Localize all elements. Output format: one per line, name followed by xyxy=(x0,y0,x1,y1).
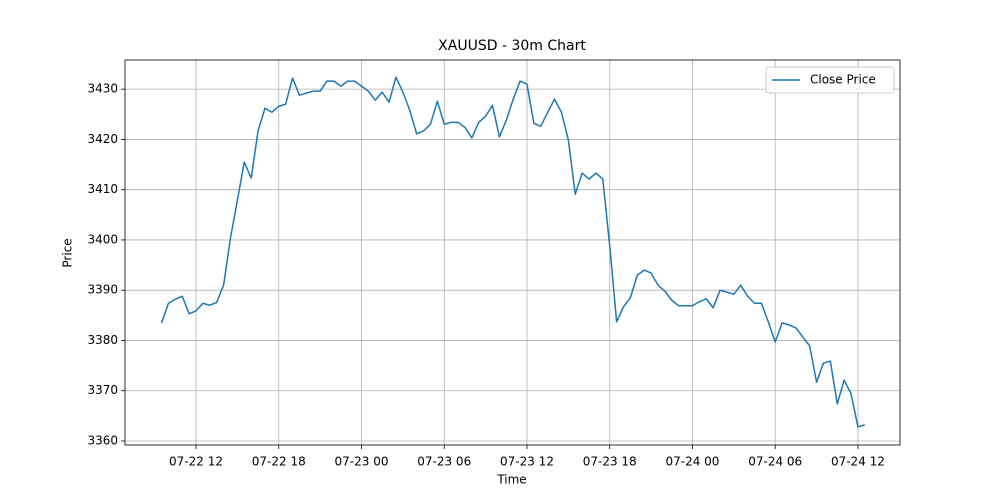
legend-label: Close Price xyxy=(810,73,876,87)
x-tick-label: 07-23 12 xyxy=(500,455,554,469)
legend-box xyxy=(765,66,895,94)
x-tick-label: 07-23 18 xyxy=(583,455,637,469)
y-tick-label: 3390 xyxy=(87,283,118,297)
legend: Close Price xyxy=(765,66,895,94)
y-axis-label: Price xyxy=(61,238,75,267)
x-tick-label: 07-22 12 xyxy=(169,455,223,469)
chart-title: XAUUSD - 30m Chart xyxy=(438,38,586,54)
y-tick-label: 3400 xyxy=(87,232,118,246)
y-tick-label: 3410 xyxy=(87,182,118,196)
plot-frame xyxy=(124,59,901,446)
price-line xyxy=(160,76,866,428)
x-tick-label: 07-24 12 xyxy=(831,455,885,469)
y-tick-label: 3420 xyxy=(87,132,118,146)
y-tick-label: 3380 xyxy=(87,333,118,347)
x-tick-label: 07-24 06 xyxy=(748,455,802,469)
y-tick-label: 3360 xyxy=(87,433,118,447)
x-tick-label: 07-23 00 xyxy=(335,455,389,469)
y-tick-label: 3370 xyxy=(87,383,118,397)
x-tick-label: 07-22 18 xyxy=(252,455,306,469)
x-tick-label: 07-23 06 xyxy=(417,455,471,469)
y-tick-label: 3430 xyxy=(87,82,118,96)
x-axis-label: Time xyxy=(496,473,526,487)
x-tick-label: 07-24 00 xyxy=(665,455,719,469)
